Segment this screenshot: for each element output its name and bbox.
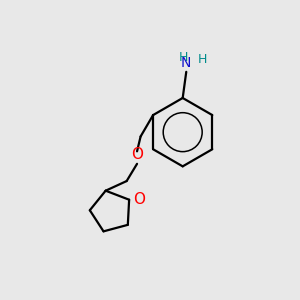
Text: N: N xyxy=(181,56,191,70)
Text: H: H xyxy=(179,50,189,64)
Text: O: O xyxy=(133,192,145,207)
Text: H: H xyxy=(198,53,208,67)
Text: O: O xyxy=(131,147,143,162)
